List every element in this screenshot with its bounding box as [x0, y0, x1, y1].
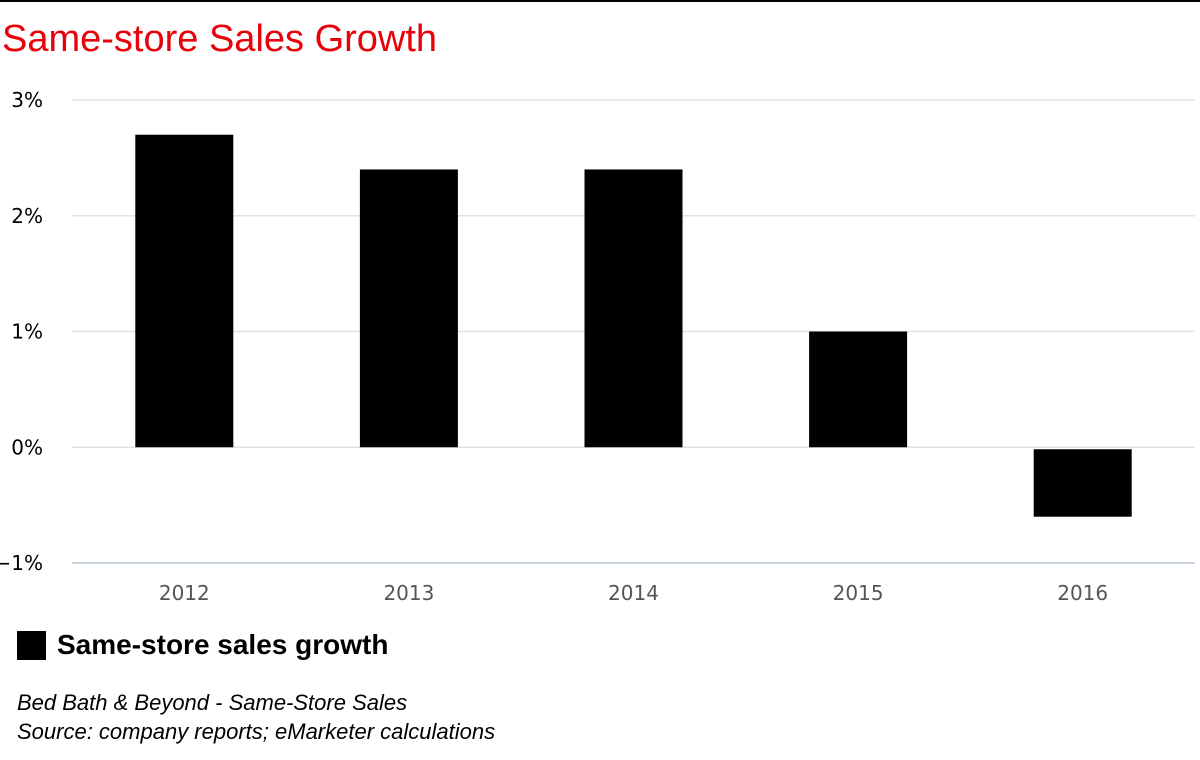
- legend-swatch: [17, 630, 46, 660]
- x-tick-label: 2012: [159, 581, 210, 605]
- y-axis-tick-labels: 3% 2% 1% 0% −1%: [0, 88, 43, 575]
- bar-2012: [135, 134, 234, 448]
- y-tick-label: 2%: [11, 204, 43, 228]
- x-tick-label: 2014: [608, 581, 659, 605]
- x-tick-label: 2015: [833, 581, 884, 605]
- bar-2016: [1033, 449, 1132, 517]
- chart-title: Same-store Sales Growth: [2, 18, 438, 60]
- y-tick-label: 1%: [11, 320, 43, 344]
- bar-chart: 3% 2% 1% 0% −1% 2012 2013 2014 2015 2016: [0, 88, 1195, 605]
- bars: [135, 134, 1132, 517]
- bar-2013: [359, 169, 458, 448]
- y-tick-label: 0%: [11, 435, 43, 459]
- x-tick-label: 2016: [1057, 581, 1108, 605]
- chart-caption: Bed Bath & Beyond - Same-Store Sales: [17, 690, 408, 715]
- x-axis-tick-labels: 2012 2013 2014 2015 2016: [159, 581, 1108, 605]
- bar-2015: [809, 331, 908, 448]
- chart-source: Source: company reports; eMarketer calcu…: [17, 719, 496, 744]
- legend-label: Same-store sales growth: [57, 629, 389, 660]
- bar-2014: [584, 169, 683, 448]
- chart-notes: Bed Bath & Beyond - Same-Store Sales Sou…: [17, 688, 495, 746]
- y-tick-label: 3%: [11, 88, 43, 112]
- top-rule: [0, 0, 1200, 2]
- y-tick-label: −1%: [0, 551, 43, 575]
- x-tick-label: 2013: [383, 581, 434, 605]
- legend: Same-store sales growth: [17, 628, 388, 662]
